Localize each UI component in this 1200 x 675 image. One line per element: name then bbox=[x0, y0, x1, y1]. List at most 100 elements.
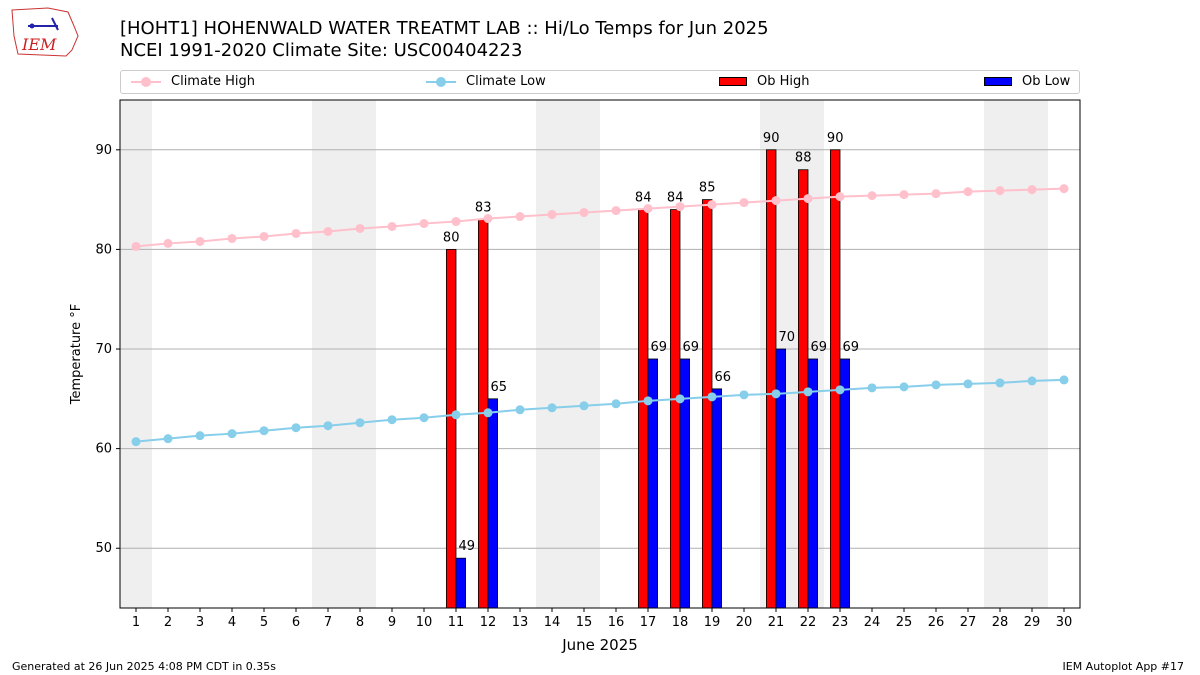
x-tick-label: 3 bbox=[196, 615, 204, 630]
climate-high-point bbox=[227, 233, 237, 243]
ob-low-label: 69 bbox=[651, 340, 668, 355]
x-tick-label: 21 bbox=[768, 615, 785, 630]
ob-low-label: 49 bbox=[459, 539, 476, 554]
climate-high-point bbox=[387, 222, 397, 232]
climate-low-point bbox=[1027, 376, 1037, 386]
x-tick-label: 20 bbox=[736, 615, 753, 630]
ob-high-bar bbox=[445, 249, 457, 609]
climate-high-point bbox=[963, 187, 973, 197]
x-tick-label: 11 bbox=[448, 615, 465, 630]
climate-low-point bbox=[867, 383, 877, 393]
y-tick-label: 50 bbox=[95, 541, 112, 556]
x-axis-label: June 2025 bbox=[561, 636, 638, 654]
state-outline-icon bbox=[11, 7, 79, 57]
weekend-shade bbox=[984, 100, 1016, 608]
x-tick-label: 30 bbox=[1056, 615, 1073, 630]
climate-low-point bbox=[483, 408, 493, 418]
ob-high-bar bbox=[830, 149, 841, 609]
climate-low-point bbox=[419, 413, 429, 423]
climate-high-point bbox=[899, 190, 909, 200]
climate-low-point bbox=[611, 399, 621, 409]
legend-climate-high: Climate High bbox=[131, 74, 255, 89]
legend-line-icon bbox=[131, 76, 161, 87]
legend-box-icon bbox=[984, 77, 1012, 86]
x-tick-label: 29 bbox=[1024, 615, 1041, 630]
weekend-shade bbox=[568, 100, 600, 608]
iem-logo: IEM bbox=[11, 7, 79, 57]
ob-high-label: 84 bbox=[667, 191, 684, 206]
climate-low-point bbox=[515, 405, 525, 415]
climate-low-point bbox=[995, 378, 1005, 388]
climate-low-point bbox=[451, 410, 461, 420]
ob-high-bar bbox=[670, 209, 681, 609]
x-tick-label: 28 bbox=[992, 615, 1009, 630]
ob-low-bar bbox=[839, 358, 851, 609]
ob-high-label: 80 bbox=[443, 230, 460, 245]
climate-low-point bbox=[131, 437, 141, 447]
climate-high-point bbox=[547, 210, 557, 220]
x-tick-label: 18 bbox=[672, 615, 689, 630]
x-tick-label: 12 bbox=[480, 615, 497, 630]
climate-low-point bbox=[387, 415, 397, 425]
ob-low-bar bbox=[711, 388, 723, 609]
climate-high-point bbox=[451, 217, 461, 227]
legend-box-icon bbox=[719, 77, 747, 86]
climate-low-point bbox=[931, 380, 941, 390]
climate-high-point bbox=[1059, 184, 1069, 194]
climate-high-point bbox=[931, 189, 941, 199]
climate-low-point bbox=[771, 389, 781, 399]
climate-low-point bbox=[579, 401, 589, 411]
y-tick-label: 60 bbox=[95, 442, 112, 457]
climate-high-point bbox=[515, 212, 525, 222]
x-tick-label: 17 bbox=[640, 615, 657, 630]
climate-high-point bbox=[355, 223, 365, 233]
climate-low-point bbox=[643, 396, 653, 406]
weekend-shade bbox=[1016, 100, 1048, 608]
climate-high-point bbox=[643, 204, 653, 214]
ob-high-bar bbox=[702, 199, 713, 609]
x-tick-label: 7 bbox=[324, 615, 332, 630]
climate-low-point bbox=[227, 429, 237, 439]
ob-high-label: 84 bbox=[635, 191, 652, 206]
legend-label-climate-high: Climate High bbox=[171, 74, 256, 89]
ob-low-label: 70 bbox=[779, 330, 796, 345]
legend: Climate High Climate Low Ob High Ob Low bbox=[120, 70, 1080, 94]
ob-high-label: 85 bbox=[699, 181, 716, 196]
y-tick-label: 70 bbox=[95, 342, 112, 357]
x-tick-label: 4 bbox=[228, 615, 236, 630]
x-tick-label: 1 bbox=[132, 615, 140, 630]
y-tick-label: 80 bbox=[95, 242, 112, 257]
climate-low-point bbox=[739, 390, 749, 400]
legend-climate-low: Climate Low bbox=[426, 74, 546, 89]
ob-low-label: 69 bbox=[811, 340, 828, 355]
climate-high-point bbox=[323, 226, 333, 236]
x-tick-label: 24 bbox=[864, 615, 881, 630]
chart-subtitle: NCEI 1991-2020 Climate Site: USC00404223 bbox=[120, 40, 523, 61]
climate-high-point bbox=[163, 238, 173, 248]
chart-title: [HOHT1] HOHENWALD WATER TREATMT LAB :: H… bbox=[120, 18, 769, 39]
climate-high-point bbox=[611, 206, 621, 216]
climate-high-point bbox=[707, 200, 717, 210]
climate-low-point bbox=[355, 418, 365, 428]
climate-low-point bbox=[707, 392, 717, 402]
ob-low-bar bbox=[807, 358, 819, 609]
x-tick-label: 5 bbox=[260, 615, 268, 630]
x-tick-label: 13 bbox=[512, 615, 529, 630]
climate-low-point bbox=[259, 426, 269, 436]
weekend-shade bbox=[120, 100, 152, 608]
y-axis-label: Temperature °F bbox=[69, 304, 84, 405]
x-tick-label: 6 bbox=[292, 615, 300, 630]
weekend-shade bbox=[536, 100, 568, 608]
climate-high-point bbox=[803, 194, 813, 204]
legend-ob-high: Ob High bbox=[719, 74, 810, 89]
climate-high-point bbox=[739, 198, 749, 208]
legend-label-ob-low: Ob Low bbox=[1022, 74, 1071, 89]
climate-high-point bbox=[483, 214, 493, 224]
climate-low-point bbox=[963, 379, 973, 389]
climate-low-point bbox=[323, 421, 333, 431]
x-tick-label: 19 bbox=[704, 615, 721, 630]
ob-low-label: 69 bbox=[843, 340, 860, 355]
weekend-shade bbox=[344, 100, 376, 608]
legend-label-ob-high: Ob High bbox=[757, 74, 810, 89]
